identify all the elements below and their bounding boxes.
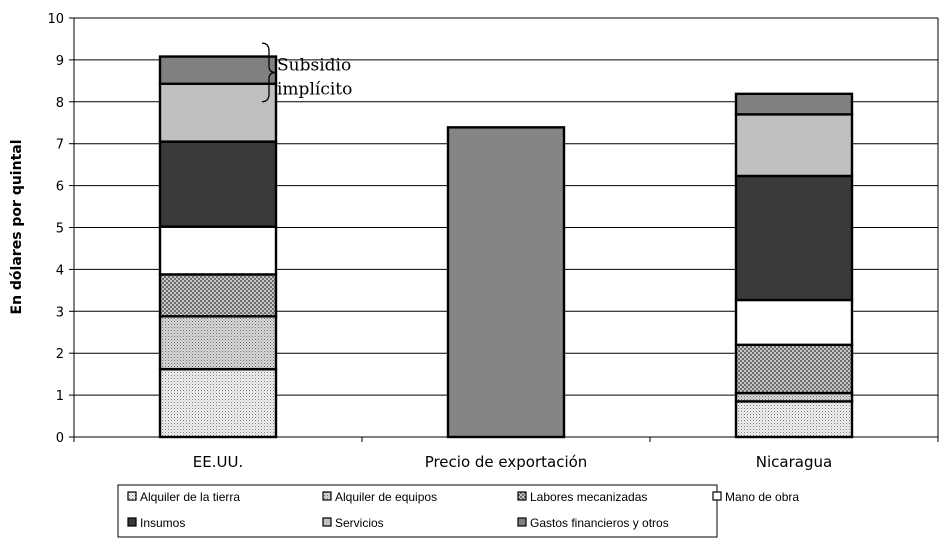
bar-segment	[158, 273, 278, 318]
bar-segment	[446, 126, 566, 439]
annotation-text: implícito	[277, 79, 352, 99]
bar-segment	[734, 92, 854, 116]
bar-segment	[158, 225, 278, 276]
y-tick-label: 3	[56, 305, 64, 320]
legend-box	[117, 484, 718, 538]
legend-label: Labores mecanizadas	[530, 490, 647, 504]
legend-swatch	[127, 517, 137, 527]
y-tick-label: 10	[47, 12, 64, 27]
legend-label: Mano de obra	[725, 490, 799, 504]
legend-label: Insumos	[140, 516, 185, 530]
legend-swatch	[127, 491, 137, 501]
bar-segment	[158, 367, 278, 439]
legend-swatch	[517, 491, 527, 501]
bar-segment	[158, 82, 278, 143]
axes: 0 1 2 3 4 5 6 7 8 9 10 EE.UU. Precio de exportación N…	[47, 12, 939, 471]
legend-label: Servicios	[335, 516, 384, 530]
y-tick-label: 7	[56, 138, 64, 153]
annotation-text: Subsidio	[277, 55, 351, 75]
y-tick-label: 0	[56, 431, 64, 446]
legend: Alquiler de la tierra Alquiler de equipos…	[117, 484, 799, 538]
bar-segment	[158, 55, 278, 85]
bar-segment	[158, 315, 278, 371]
legend-swatch	[517, 517, 527, 527]
y-tick-label: 2	[56, 347, 64, 362]
y-axis-label: En dólares por quintal	[9, 139, 25, 314]
legend-swatch	[712, 491, 722, 501]
y-tick-label: 6	[56, 180, 64, 195]
bar-segment	[734, 113, 854, 178]
annotation: Subsidio implícito	[261, 42, 352, 103]
legend-label: Alquiler de la tierra	[140, 490, 240, 504]
y-tick-label: 5	[56, 222, 64, 237]
bar-segment	[734, 400, 854, 439]
bar-segment	[734, 174, 854, 302]
bar-segment	[734, 391, 854, 403]
y-tick-label: 8	[56, 96, 64, 111]
bar-segment	[734, 343, 854, 395]
y-tick-label: 9	[56, 54, 64, 69]
bars	[158, 55, 854, 439]
bar-segment	[734, 298, 854, 347]
y-tick-label: 4	[56, 263, 64, 278]
bar-segment	[158, 140, 278, 228]
legend-swatch	[322, 517, 332, 527]
legend-label: Gastos financieros y otros	[530, 516, 669, 530]
x-category-label: EE.UU.	[193, 453, 243, 471]
curly-brace	[261, 42, 277, 103]
legend-swatch	[322, 491, 332, 501]
x-category-label: Nicaragua	[756, 453, 832, 471]
y-tick-label: 1	[56, 389, 64, 404]
x-category-label: Precio de exportación	[425, 453, 588, 471]
legend-label: Alquiler de equipos	[335, 490, 437, 504]
